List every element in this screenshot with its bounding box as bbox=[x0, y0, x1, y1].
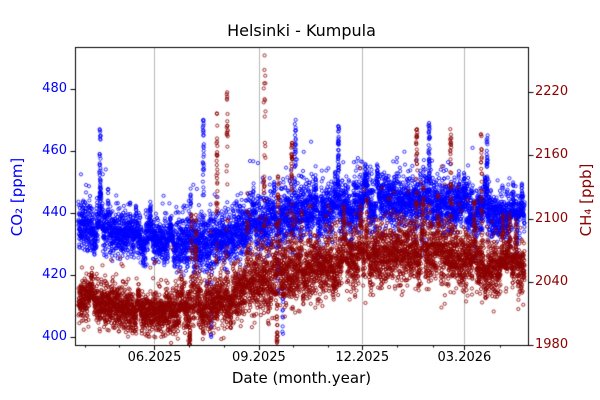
x-tick-06.2025: 06.2025 bbox=[127, 350, 182, 365]
x-tick-12.2025: 12.2025 bbox=[335, 350, 390, 365]
y-right-tick-2160: 2160 bbox=[535, 147, 569, 163]
y-left-tick-420: 420 bbox=[42, 266, 67, 282]
y-left-tick-400: 400 bbox=[42, 328, 67, 344]
x-axis-label: Date (month.year) bbox=[231, 369, 372, 387]
y-right-tick-2040: 2040 bbox=[535, 273, 569, 289]
y-right-tick-2220: 2220 bbox=[535, 84, 569, 100]
x-tick-03.2026: 03.2026 bbox=[437, 350, 492, 365]
y-axis-label-co2: CO₂ [ppm] bbox=[8, 157, 26, 237]
x-tick-09.2025: 09.2025 bbox=[232, 350, 286, 365]
y-left-tick-460: 460 bbox=[42, 142, 67, 158]
chart-title: Helsinki - Kumpula bbox=[227, 21, 376, 40]
y-left-tick-480: 480 bbox=[42, 80, 67, 96]
y-left-tick-440: 440 bbox=[42, 204, 67, 220]
y-right-tick-2100: 2100 bbox=[535, 210, 569, 226]
y-right-tick-1980: 1980 bbox=[535, 337, 569, 352]
